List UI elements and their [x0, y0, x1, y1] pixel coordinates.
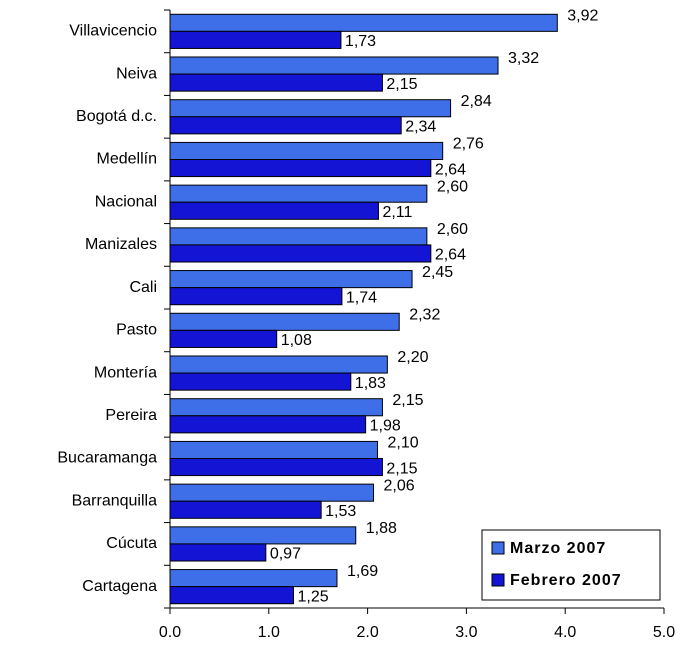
bar	[169, 440, 378, 459]
bar	[169, 56, 499, 75]
value-label: 2,15	[386, 460, 417, 477]
x-tick-label: 0.0	[159, 624, 181, 641]
bar	[169, 99, 452, 118]
bar	[169, 398, 383, 417]
value-label: 2,15	[392, 392, 423, 409]
bar	[169, 372, 352, 391]
legend-label: Marzo 2007	[510, 540, 606, 557]
value-label: 1,74	[346, 289, 377, 306]
bar	[169, 30, 342, 49]
value-label: 3,92	[567, 7, 598, 24]
bar	[169, 543, 267, 562]
value-label: 2,34	[405, 119, 436, 136]
y-tick-label: Bogotá d.c.	[76, 108, 157, 125]
legend-label: Febrero 2007	[510, 572, 622, 589]
legend-box	[481, 529, 661, 601]
bar	[169, 287, 343, 306]
value-label: 1,88	[366, 520, 397, 537]
value-label: 2,45	[422, 264, 453, 281]
bar	[169, 244, 432, 263]
value-label: 1,25	[298, 588, 329, 605]
bar	[169, 458, 383, 477]
bar	[169, 13, 558, 32]
y-tick-label: Nacional	[95, 193, 157, 210]
y-tick-label: Neiva	[116, 65, 157, 82]
bar	[169, 355, 388, 374]
value-label: 1,83	[355, 375, 386, 392]
value-label: 1,53	[325, 503, 356, 520]
bar	[169, 312, 400, 331]
legend-swatch	[491, 541, 505, 555]
value-label: 2,15	[386, 76, 417, 93]
value-label: 2,06	[384, 477, 415, 494]
legend-swatch	[491, 573, 505, 587]
bar	[169, 526, 357, 545]
bar	[169, 201, 379, 220]
y-tick-label: Manizales	[85, 236, 157, 253]
value-label: 2,10	[387, 435, 418, 452]
y-tick-label: Barranquilla	[72, 492, 157, 509]
value-label: 2,20	[397, 349, 428, 366]
bar	[169, 483, 375, 502]
value-label: 2,32	[409, 306, 440, 323]
y-tick-label: Bucaramanga	[57, 450, 157, 467]
bar	[169, 227, 428, 246]
y-tick-label: Pasto	[116, 322, 157, 339]
value-label: 2,60	[437, 221, 468, 238]
y-tick-label: Villavicencio	[69, 23, 157, 40]
value-label: 0,97	[270, 546, 301, 563]
y-tick-label: Medellín	[97, 151, 157, 168]
bar	[169, 270, 413, 289]
bar	[169, 569, 338, 588]
value-label: 2,11	[382, 204, 412, 221]
y-tick-label: Cúcuta	[106, 535, 157, 552]
value-label: 1,98	[370, 418, 401, 435]
value-label: 2,60	[437, 178, 468, 195]
bar	[169, 159, 432, 178]
x-tick-label: 1.0	[258, 624, 280, 641]
bar	[169, 329, 278, 348]
value-label: 3,32	[508, 50, 539, 67]
y-tick-label: Pereira	[105, 407, 157, 424]
y-tick-label: Cali	[129, 279, 157, 296]
bar	[169, 141, 444, 161]
bar	[169, 116, 402, 135]
value-label: 1,69	[347, 563, 378, 580]
x-tick-label: 5.0	[653, 624, 675, 641]
value-label: 1,08	[281, 332, 312, 349]
bar	[169, 415, 367, 434]
y-tick-label: Montería	[94, 364, 157, 381]
bar	[169, 73, 383, 92]
value-label: 2,76	[453, 136, 484, 153]
bar	[169, 586, 294, 605]
value-label: 1,73	[345, 33, 376, 50]
bar	[169, 184, 428, 203]
x-tick-label: 2.0	[356, 624, 378, 641]
value-label: 2,64	[435, 247, 466, 264]
value-label: 2,64	[435, 161, 466, 178]
x-tick-label: 4.0	[554, 624, 576, 641]
y-tick-label: Cartagena	[82, 578, 157, 595]
value-label: 2,84	[461, 93, 492, 110]
x-tick-label: 3.0	[455, 624, 477, 641]
bar	[169, 500, 322, 519]
